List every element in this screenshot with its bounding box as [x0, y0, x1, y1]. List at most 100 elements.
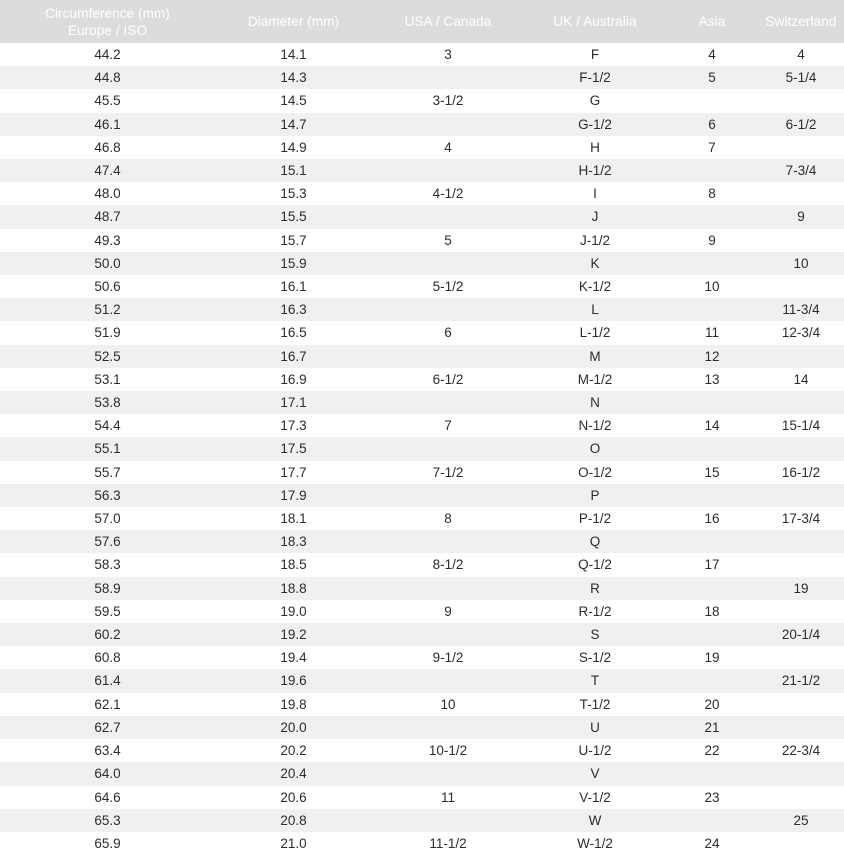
cell-diameter: 15.3 — [280, 186, 307, 202]
cell-asia: 20 — [704, 696, 720, 712]
cell-usa-canada: 5-1/2 — [432, 279, 464, 295]
cell-switzerland: 7-3/4 — [785, 163, 817, 179]
cell-uk-australia: R-1/2 — [578, 603, 612, 619]
cell-switzerland — [758, 762, 844, 785]
table-row: 64.0 20.4 V — [0, 762, 844, 786]
cell-usa-canada: 7 — [444, 418, 452, 434]
table-row: 63.4 20.2 10-1/2 U-1/2 22 22-3/4 — [0, 739, 844, 763]
cell-switzerland — [758, 716, 844, 739]
cell-asia: 5 — [708, 70, 716, 86]
cell-usa-canada: 9-1/2 — [432, 650, 464, 666]
cell-uk-australia: O-1/2 — [578, 464, 612, 480]
cell-asia: 8 — [708, 186, 716, 202]
cell-usa-canada — [372, 66, 524, 89]
table-row: 48.7 15.5 J 9 — [0, 205, 844, 229]
cell-uk-australia: F — [590, 47, 600, 62]
cell-asia: 23 — [704, 789, 720, 805]
cell-usa-canada — [372, 577, 524, 600]
cell-usa-canada: 11 — [440, 789, 455, 805]
cell-switzerland — [758, 693, 844, 716]
cell-switzerland: 17-3/4 — [781, 511, 821, 527]
cell-asia — [666, 762, 758, 785]
cell-switzerland — [758, 786, 844, 809]
cell-switzerland: 15-1/4 — [781, 418, 821, 434]
cell-uk-australia: W — [588, 812, 602, 828]
table-row: 44.8 14.3 F-1/2 5 5-1/4 — [0, 66, 844, 90]
cell-asia: 16 — [704, 511, 720, 527]
cell-diameter: 18.8 — [280, 580, 307, 596]
cell-asia — [666, 809, 758, 832]
cell-circumference: 46.8 — [94, 139, 121, 155]
cell-diameter: 19.0 — [280, 603, 307, 619]
cell-uk-australia: P-1/2 — [578, 511, 612, 527]
cell-asia: 11 — [704, 325, 719, 341]
column-header-uk-australia: UK / Australia — [553, 14, 637, 29]
cell-usa-canada — [372, 623, 524, 646]
cell-switzerland — [758, 345, 844, 368]
cell-switzerland — [758, 136, 844, 159]
cell-circumference: 58.3 — [94, 557, 121, 573]
cell-usa-canada: 4-1/2 — [432, 186, 464, 202]
cell-usa-canada — [372, 391, 524, 414]
cell-circumference: 50.6 — [94, 279, 121, 295]
table-row: 45.5 14.5 3-1/2 G — [0, 89, 844, 113]
cell-usa-canada: 4 — [444, 139, 452, 155]
cell-usa-canada: 3-1/2 — [432, 93, 464, 109]
table-row: 56.3 17.9 P — [0, 483, 844, 508]
cell-diameter: 20.6 — [280, 789, 307, 805]
table-body: 44.2 14.1 3 F 4 4 44.8 14.3 F-1/2 5 5-1/4 45.5 14.5 3… — [0, 43, 844, 855]
cell-switzerland: 5-1/4 — [785, 70, 817, 86]
cell-uk-australia: G-1/2 — [578, 116, 612, 132]
cell-circumference: 50.0 — [94, 255, 121, 271]
cell-circumference: 55.1 — [94, 441, 121, 457]
cell-circumference: 53.8 — [94, 395, 121, 411]
table-row: 50.0 15.9 K 10 — [0, 251, 844, 276]
cell-usa-canada: 7-1/2 — [432, 464, 464, 480]
column-header-circumference-line1: Circumference (mm) — [45, 5, 170, 21]
cell-uk-australia: T — [590, 673, 600, 689]
table-row: 57.0 18.1 8 P-1/2 16 17-3/4 — [0, 507, 844, 531]
cell-diameter: 16.7 — [280, 348, 307, 364]
cell-circumference: 51.9 — [94, 325, 121, 341]
column-header-circumference: Circumference (mm) Europe / ISO — [0, 0, 215, 43]
cell-uk-australia: L — [591, 302, 599, 318]
cell-usa-canada: 5 — [444, 232, 452, 248]
table-row: 61.4 19.6 T 21-1/2 — [0, 669, 844, 693]
cell-uk-australia: K — [590, 255, 600, 271]
cell-switzerland: 6-1/2 — [785, 116, 817, 132]
cell-diameter: 18.3 — [280, 534, 307, 550]
table-row: 65.9 21.0 11-1/2 W-1/2 24 — [0, 831, 844, 855]
table-row: 51.9 16.5 6 L-1/2 11 12-3/4 — [0, 321, 844, 345]
cell-diameter: 19.6 — [280, 673, 307, 689]
cell-usa-canada: 8-1/2 — [432, 557, 464, 573]
cell-asia: 21 — [704, 719, 720, 735]
cell-uk-australia: S-1/2 — [578, 650, 612, 666]
cell-circumference: 62.7 — [94, 719, 121, 735]
cell-uk-australia: H — [590, 139, 600, 155]
cell-asia — [666, 530, 758, 553]
cell-asia: 18 — [704, 603, 720, 619]
cell-usa-canada — [372, 530, 524, 553]
cell-diameter: 15.1 — [280, 163, 307, 179]
cell-switzerland: 9 — [797, 209, 805, 225]
cell-switzerland: 16-1/2 — [781, 464, 821, 480]
table-row: 55.1 17.5 O — [0, 437, 844, 461]
cell-asia: 24 — [704, 835, 720, 851]
cell-uk-australia: L-1/2 — [579, 325, 611, 341]
cell-usa-canada — [372, 252, 524, 275]
cell-uk-australia: I — [593, 186, 597, 202]
table-row: 57.6 18.3 Q — [0, 530, 844, 554]
table-row: 51.2 16.3 L 11-3/4 — [0, 298, 844, 322]
cell-circumference: 57.0 — [94, 511, 121, 527]
cell-uk-australia: O — [589, 441, 601, 457]
cell-circumference: 63.4 — [94, 743, 121, 759]
cell-asia: 10 — [704, 279, 720, 295]
cell-diameter: 14.1 — [280, 47, 307, 62]
cell-switzerland — [758, 553, 844, 576]
cell-uk-australia: H-1/2 — [578, 163, 612, 179]
cell-circumference: 49.3 — [94, 232, 121, 248]
cell-diameter: 18.5 — [280, 557, 307, 573]
table-row: 53.8 17.1 N — [0, 391, 844, 415]
cell-usa-canada — [372, 113, 524, 136]
cell-asia: 6 — [708, 116, 716, 132]
